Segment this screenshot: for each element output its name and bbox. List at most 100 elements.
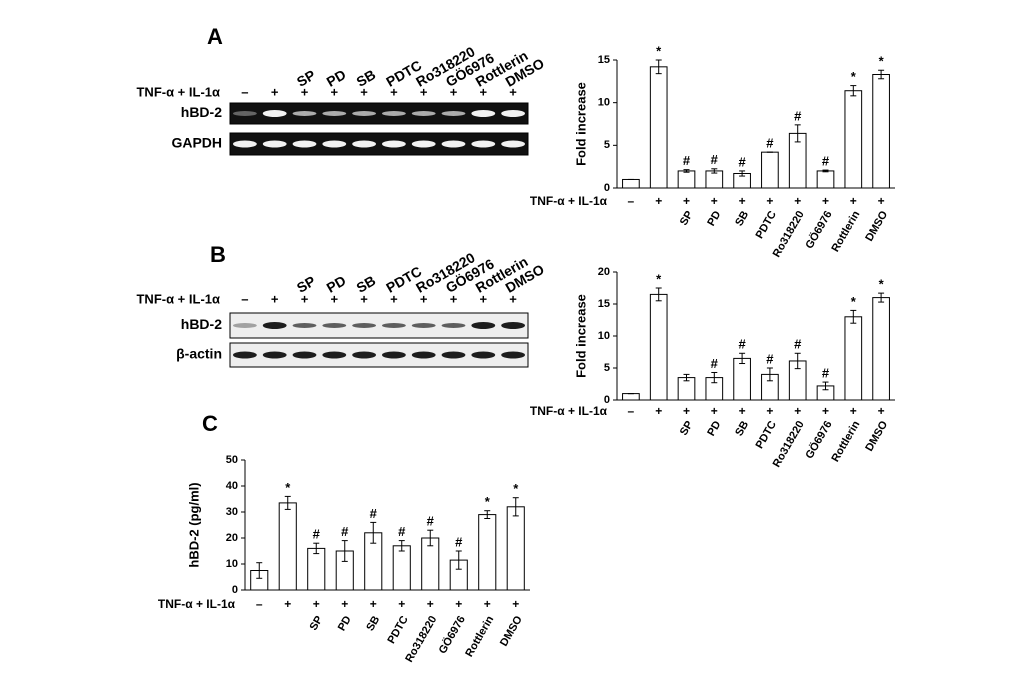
blot-band xyxy=(262,140,287,148)
significance-marker: # xyxy=(766,136,774,151)
bar xyxy=(844,90,863,189)
treatment-sign: + xyxy=(284,597,291,611)
treatment-sign: + xyxy=(878,404,885,418)
treatment-sign: + xyxy=(450,291,458,306)
panel-label: C xyxy=(202,411,218,436)
blot-frame xyxy=(229,132,529,156)
treatment-label: TNF-α + IL-1α xyxy=(530,194,608,208)
significance-marker: * xyxy=(851,69,857,84)
treatment-sign: + xyxy=(683,404,690,418)
blot-band xyxy=(292,351,317,359)
x-tick-label: PD xyxy=(705,209,723,228)
blot-band xyxy=(322,323,347,328)
treatment-label: TNF-α + IL-1α xyxy=(136,291,220,306)
treatment-sign: + xyxy=(509,291,517,306)
blot-band xyxy=(322,140,347,148)
x-tick-label: SP xyxy=(308,614,326,633)
y-tick-label: 0 xyxy=(604,394,610,406)
treatment-label: TNF-α + IL-1α xyxy=(136,84,220,99)
significance-marker: # xyxy=(370,506,378,521)
blot-band xyxy=(501,140,526,148)
blot-band xyxy=(381,140,406,148)
treatment-sign: + xyxy=(480,291,488,306)
treatment-sign: – xyxy=(628,194,635,208)
treatment-sign: + xyxy=(794,404,801,418)
treatment-sign: – xyxy=(256,597,263,611)
treatment-sign: + xyxy=(683,194,690,208)
significance-marker: # xyxy=(794,108,802,123)
blot-row-label: hBD-2 xyxy=(181,104,222,120)
significance-marker: * xyxy=(851,294,857,309)
y-axis-label: Fold increase xyxy=(573,294,588,378)
blot-band xyxy=(232,351,257,359)
blot-row-label: β-actin xyxy=(176,346,222,362)
treatment-label: TNF-α + IL-1α xyxy=(158,597,236,611)
treatment-sign: + xyxy=(360,84,368,99)
bar xyxy=(622,178,640,189)
blot-band xyxy=(471,322,496,329)
treatment-sign: – xyxy=(241,291,248,306)
y-tick-label: 30 xyxy=(226,506,238,518)
x-tick-label: GÖ6976 xyxy=(803,418,835,461)
bar xyxy=(649,66,668,189)
lane-label: SP xyxy=(294,273,318,296)
y-axis-label: hBD-2 (pg/ml) xyxy=(186,482,201,567)
blot-band xyxy=(262,322,287,329)
treatment-sign: + xyxy=(390,291,398,306)
x-tick-label: SB xyxy=(733,419,751,438)
x-tick-label: PDTC xyxy=(385,614,410,646)
blot-band xyxy=(501,322,526,329)
y-tick-label: 5 xyxy=(604,362,610,374)
blot-band xyxy=(501,351,526,359)
significance-marker: * xyxy=(879,277,885,292)
treatment-sign: + xyxy=(484,597,491,611)
treatment-sign: + xyxy=(398,597,405,611)
bar xyxy=(872,297,890,401)
blot-band xyxy=(441,140,466,148)
blot-frame xyxy=(229,102,529,125)
treatment-sign: + xyxy=(480,84,488,99)
significance-marker: # xyxy=(822,366,830,381)
x-tick-label: Rottlerin xyxy=(463,614,496,659)
x-tick-label: Rottlerin xyxy=(829,209,862,254)
y-tick-label: 50 xyxy=(226,454,238,466)
y-tick-label: 10 xyxy=(598,97,610,109)
x-tick-label: SB xyxy=(364,614,382,633)
treatment-sign: – xyxy=(241,84,248,99)
significance-marker: # xyxy=(683,153,691,168)
blot-band xyxy=(411,351,436,359)
blot-band xyxy=(471,140,496,148)
blot-band xyxy=(352,323,377,328)
significance-marker: # xyxy=(313,527,321,542)
treatment-sign: + xyxy=(313,597,320,611)
x-tick-label: PD xyxy=(705,419,723,438)
significance-marker: # xyxy=(711,356,719,371)
treatment-sign: + xyxy=(271,291,279,306)
y-tick-label: 10 xyxy=(226,558,238,570)
treatment-sign: + xyxy=(360,291,368,306)
treatment-sign: + xyxy=(739,404,746,418)
blot-band xyxy=(292,140,317,148)
significance-marker: # xyxy=(822,154,830,169)
blot-band xyxy=(471,351,496,359)
panel-label: B xyxy=(210,242,226,267)
treatment-sign: + xyxy=(301,291,309,306)
blot-band xyxy=(232,140,257,148)
blot-band xyxy=(471,110,496,117)
x-tick-label: PD xyxy=(336,614,354,633)
treatment-sign: + xyxy=(878,194,885,208)
bar xyxy=(816,170,835,189)
significance-marker: # xyxy=(738,154,746,169)
significance-marker: * xyxy=(285,480,291,495)
blot-band xyxy=(322,351,347,359)
treatment-sign: + xyxy=(822,194,829,208)
y-tick-label: 15 xyxy=(598,54,610,66)
treatment-sign: + xyxy=(822,404,829,418)
significance-marker: * xyxy=(485,494,491,509)
blot-band xyxy=(501,110,526,117)
blot-band xyxy=(411,140,436,148)
treatment-sign: + xyxy=(390,84,398,99)
lane-label: PD xyxy=(324,272,349,296)
significance-marker: * xyxy=(656,43,662,58)
treatment-sign: + xyxy=(271,84,279,99)
